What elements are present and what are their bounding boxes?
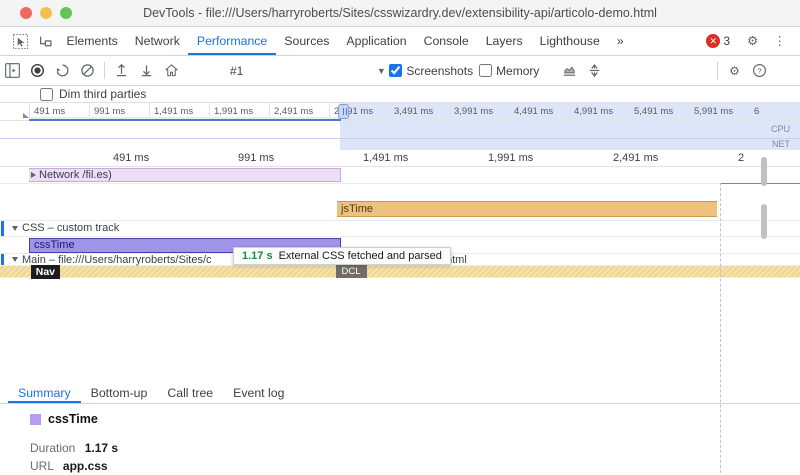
svg-text:?: ? — [757, 66, 761, 75]
